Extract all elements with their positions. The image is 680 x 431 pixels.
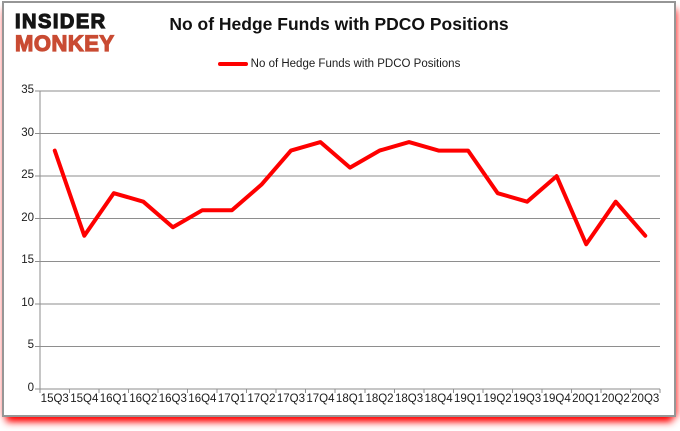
line-chart-plot bbox=[35, 90, 661, 393]
logo-text-monkey: MONKEY bbox=[14, 31, 115, 56]
series-line bbox=[52, 140, 648, 247]
y-tick-label: 20 bbox=[21, 211, 34, 224]
x-tick-label: 15Q3 bbox=[40, 393, 69, 405]
x-tick-label: 17Q1 bbox=[217, 393, 246, 405]
x-tick-label: 19Q2 bbox=[483, 393, 512, 405]
legend-line-marker bbox=[217, 61, 248, 67]
x-tick-label: 19Q3 bbox=[513, 393, 542, 405]
x-tick-label: 20Q1 bbox=[572, 393, 601, 405]
legend-series-label: No of Hedge Funds with PDCO Positions bbox=[250, 58, 461, 70]
y-tick-label: 5 bbox=[27, 339, 34, 352]
insider-monkey-logo: INSIDER MONKEY bbox=[14, 10, 115, 56]
x-tick-label: 20Q3 bbox=[631, 393, 660, 405]
x-tick-label: 17Q3 bbox=[276, 393, 305, 405]
x-tick-label: 18Q1 bbox=[335, 393, 365, 405]
y-tick-label: 30 bbox=[21, 126, 34, 139]
y-tick-label: 15 bbox=[21, 254, 34, 267]
y-tick-label: 10 bbox=[21, 296, 34, 309]
y-tick-label: 25 bbox=[21, 169, 34, 182]
y-tick-label: 0 bbox=[27, 382, 34, 394]
x-tick-label: 18Q3 bbox=[394, 393, 424, 405]
x-tick-label: 19Q4 bbox=[542, 393, 571, 405]
x-tick-label: 17Q2 bbox=[247, 393, 276, 405]
x-tick-label: 17Q4 bbox=[306, 393, 335, 405]
x-tick-label: 19Q1 bbox=[454, 393, 483, 405]
x-tick-label: 16Q4 bbox=[188, 393, 217, 405]
x-tick-label: 16Q1 bbox=[99, 393, 128, 405]
x-tick-label: 20Q2 bbox=[601, 393, 630, 405]
x-tick-label: 18Q2 bbox=[365, 393, 394, 405]
y-tick-label: 35 bbox=[21, 84, 34, 96]
x-tick-label: 16Q3 bbox=[158, 393, 187, 405]
x-tick-label: 18Q4 bbox=[424, 393, 453, 405]
chart-legend: No of Hedge Funds with PDCO Positions bbox=[4, 57, 674, 71]
x-tick-label: 15Q4 bbox=[70, 393, 99, 405]
logo-text-insider: INSIDER bbox=[14, 10, 107, 33]
chart-card: INSIDER MONKEY No of Hedge Funds with PD… bbox=[2, 1, 676, 417]
chart-title: No of Hedge Funds with PDCO Positions bbox=[169, 14, 509, 34]
x-tick-label: 16Q2 bbox=[129, 393, 158, 405]
